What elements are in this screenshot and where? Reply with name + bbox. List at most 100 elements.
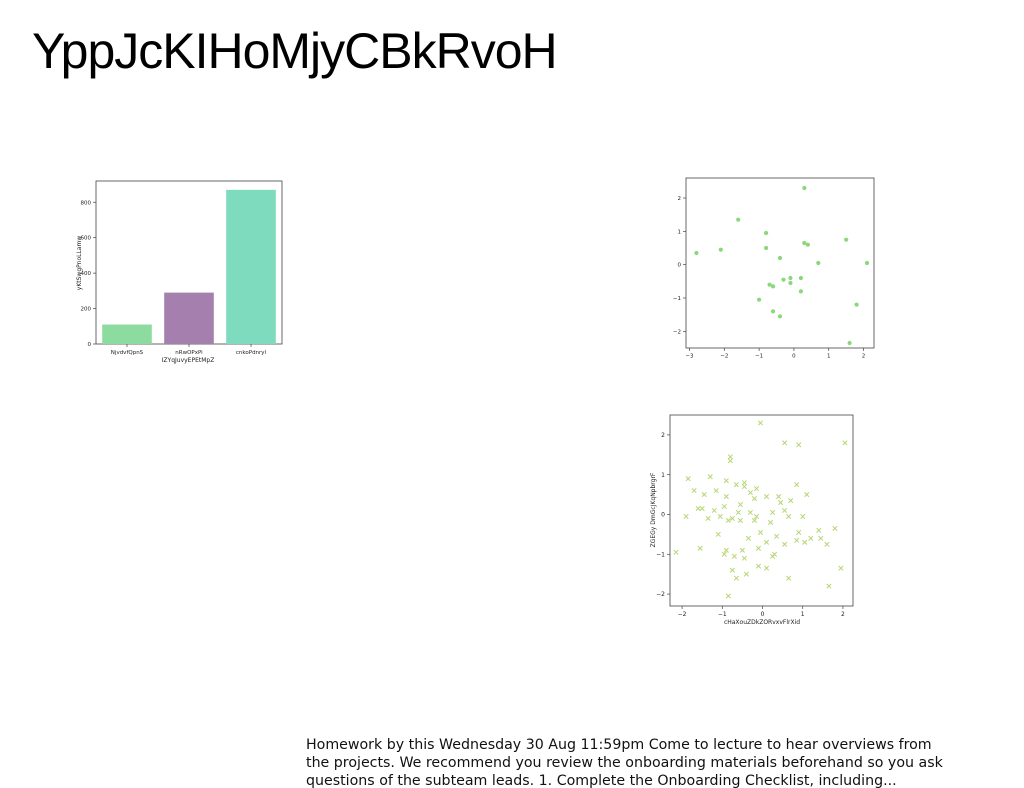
data-point <box>767 282 772 287</box>
data-point <box>741 555 747 561</box>
y-tick-label: −2 <box>656 591 665 598</box>
chart-y-axis-label: ZGEGy DmGcJKqNpbrgrF <box>650 472 657 547</box>
body-text: Homework by this Wednesday 30 Aug 11:59p… <box>306 737 943 788</box>
data-point <box>755 545 762 551</box>
data-point <box>794 482 800 488</box>
data-point <box>798 289 803 294</box>
data-point <box>711 507 717 514</box>
x-tick-label: 2 <box>862 354 866 360</box>
data-point <box>729 515 735 522</box>
plot-area-frame <box>685 177 875 349</box>
data-point <box>673 549 679 555</box>
y-tick-label: 2 <box>661 432 665 439</box>
y-tick-label: 1 <box>661 472 665 479</box>
data-point <box>757 529 764 535</box>
data-point <box>737 501 743 508</box>
y-tick-label: 1 <box>678 229 682 235</box>
data-point <box>844 237 849 242</box>
x-tick-label: 1 <box>801 611 805 618</box>
data-point <box>838 565 844 571</box>
data-point <box>747 509 753 516</box>
data-point <box>777 255 783 261</box>
data-point <box>824 541 830 547</box>
data-point <box>729 567 735 573</box>
y-tick-label: 800 <box>81 200 92 206</box>
data-point <box>832 525 838 531</box>
data-point <box>770 553 776 559</box>
data-point <box>721 503 727 510</box>
data-point <box>727 458 733 464</box>
data-point <box>808 535 814 541</box>
data-point <box>763 245 769 251</box>
data-point <box>717 513 723 520</box>
y-tick-label: −1 <box>673 296 681 302</box>
y-tick-label: 400 <box>81 271 92 277</box>
data-point <box>691 488 697 494</box>
data-point <box>818 535 824 541</box>
data-point <box>753 486 760 492</box>
y-tick-label: 0 <box>88 342 92 348</box>
data-point <box>736 217 741 222</box>
data-point <box>745 535 751 541</box>
data-point <box>770 284 776 289</box>
data-point <box>725 517 731 524</box>
data-point <box>763 539 770 545</box>
data-point <box>741 480 747 486</box>
data-point <box>781 277 786 282</box>
chart-x-axis-label: cHaXouZDkZORvxvFlrXid <box>724 619 800 626</box>
data-point <box>697 545 703 551</box>
data-point <box>739 547 745 553</box>
data-point <box>770 309 776 314</box>
data-point <box>753 513 760 520</box>
y-tick-label: −2 <box>673 329 681 335</box>
bar-chart: yKtSwgPnoLLamw IZYqJuvyEPEtMpZ NjvdvfQpn… <box>76 180 283 364</box>
data-point <box>747 490 753 496</box>
data-point <box>751 496 758 502</box>
scatter-chart-circles: −3 −2 −1 0 1 2 −2 −1 0 1 2 <box>673 177 875 360</box>
plot-area-frame <box>669 414 854 607</box>
data-point <box>735 509 741 516</box>
data-point <box>782 507 788 514</box>
data-point <box>804 492 810 498</box>
data-point <box>695 505 701 512</box>
data-point <box>776 494 782 500</box>
data-point <box>864 260 870 266</box>
data-point <box>715 531 721 537</box>
x-tick-label: cnkoPdnryl <box>236 350 267 356</box>
x-tick-label: −3 <box>685 354 694 360</box>
data-point <box>774 533 780 539</box>
data-point <box>788 275 793 281</box>
y-tick-label: 2 <box>678 196 682 202</box>
data-point <box>733 482 739 488</box>
data-point <box>707 474 713 480</box>
data-point <box>788 497 794 504</box>
data-point <box>782 440 788 446</box>
y-tick-label: −1 <box>656 551 665 558</box>
data-point <box>705 515 711 522</box>
data-point <box>816 260 821 266</box>
data-point <box>763 230 769 236</box>
data-point <box>777 314 783 319</box>
chart-y-axis-label: yKtSwgPnoLLamw <box>76 236 83 291</box>
data-point <box>763 494 770 500</box>
data-point <box>694 250 699 256</box>
data-point <box>816 527 822 533</box>
data-point <box>798 275 803 281</box>
bar <box>226 189 276 344</box>
data-point <box>770 509 776 516</box>
data-point <box>786 575 792 581</box>
data-point <box>701 492 707 498</box>
data-point <box>800 513 806 520</box>
y-tick-label: 200 <box>81 307 92 313</box>
data-point <box>723 547 729 553</box>
x-tick-label: −2 <box>678 611 687 618</box>
x-tick-label: nRwOPxPi <box>175 350 203 356</box>
data-point <box>757 297 762 302</box>
data-point <box>713 488 719 494</box>
x-tick-label: 0 <box>761 611 765 618</box>
data-point <box>741 484 747 490</box>
x-tick-label: 0 <box>792 354 796 360</box>
data-point <box>786 513 792 520</box>
bar <box>102 324 152 344</box>
data-point <box>778 499 784 506</box>
